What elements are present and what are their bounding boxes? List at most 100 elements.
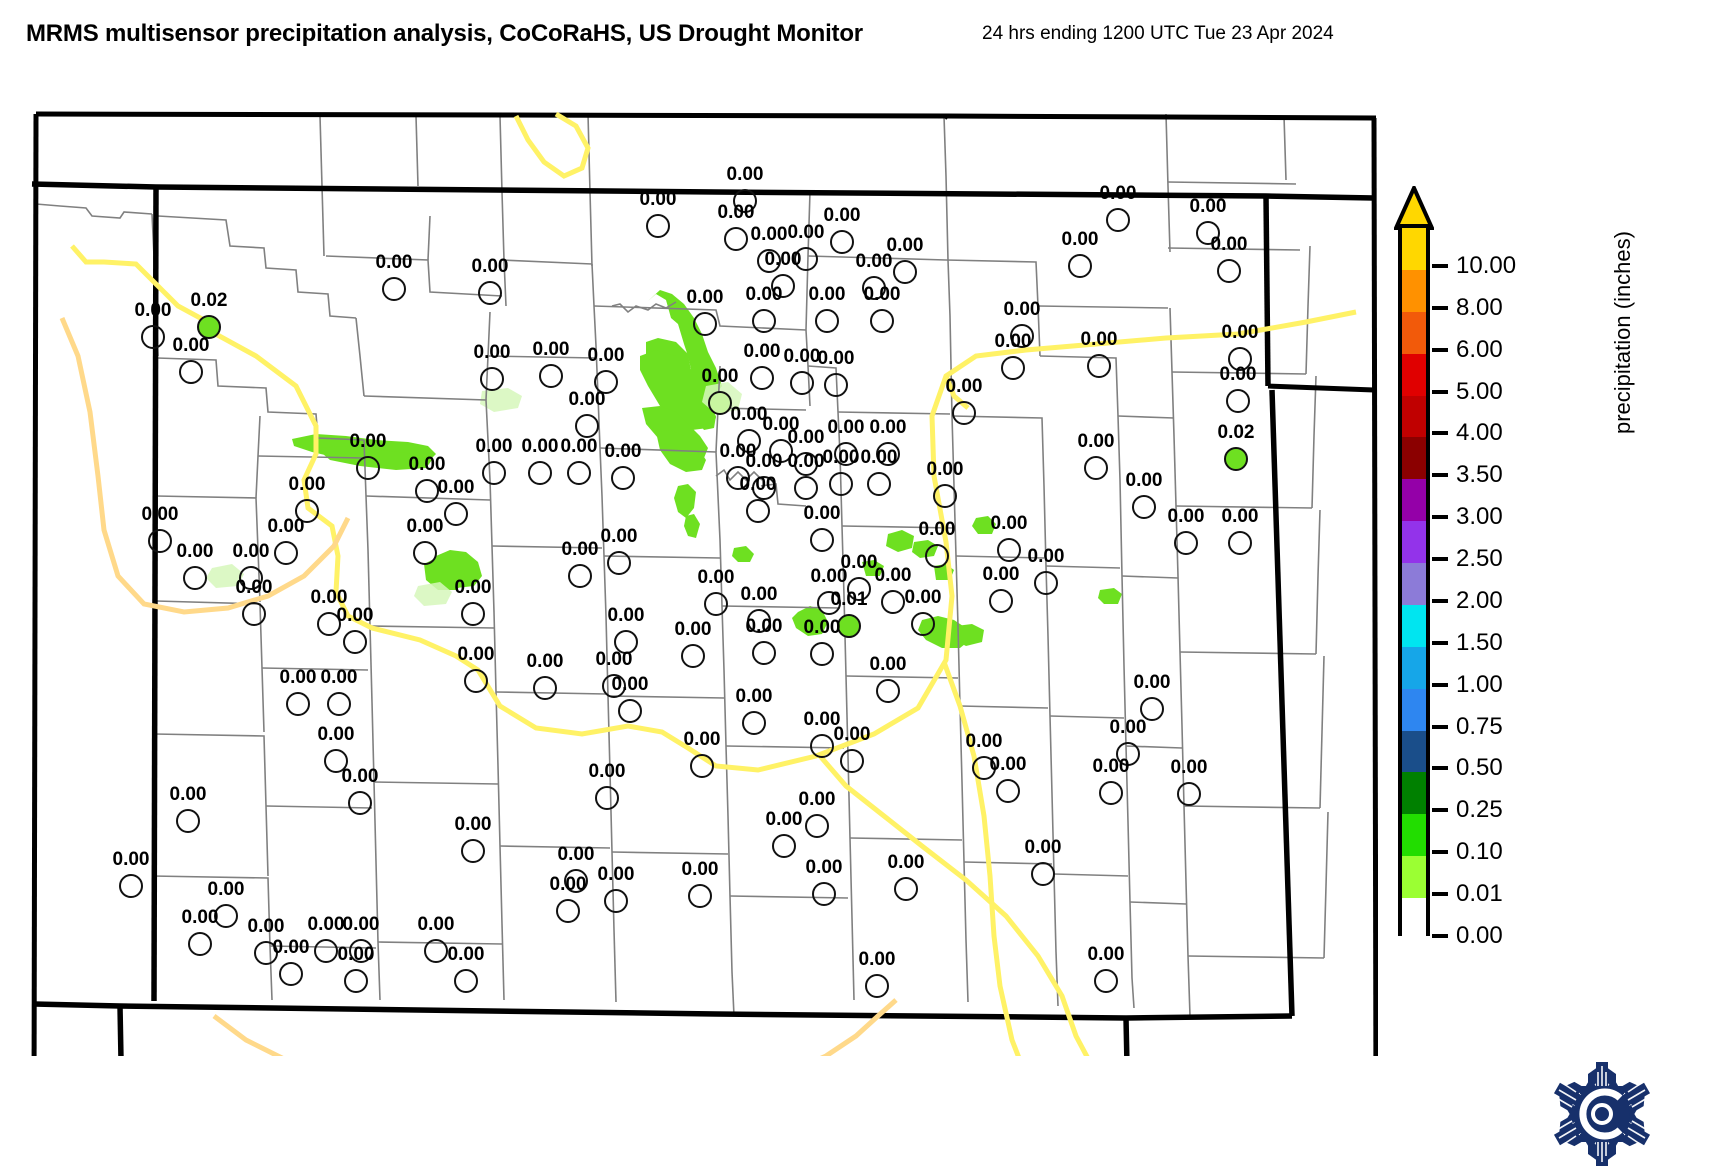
station-circle xyxy=(840,749,864,773)
station-circle xyxy=(279,962,303,986)
colorbar-axis-title: precipitation (inches) xyxy=(1610,231,1635,434)
station-circle xyxy=(295,499,319,523)
station-circle xyxy=(733,189,757,213)
station-value-label: 0.00 xyxy=(787,222,825,243)
station-circle xyxy=(688,884,712,908)
station-circle xyxy=(972,756,996,780)
station-circle xyxy=(556,899,580,923)
station-value-label: 0.00 xyxy=(141,504,179,525)
station-circle xyxy=(681,644,705,668)
station-value-label: 0.02 xyxy=(1217,422,1255,443)
colorbar-tick xyxy=(1432,473,1448,478)
colorbar-label-0-01: 0.01 xyxy=(1456,880,1503,908)
station-circle xyxy=(444,502,468,526)
colorbar-tick xyxy=(1432,557,1448,562)
station-value-label: 0.00 xyxy=(447,944,485,965)
colorbar-tick xyxy=(1432,766,1448,771)
station-value-label: 0.00 xyxy=(803,503,841,524)
colorbar-band-1-00 xyxy=(1402,646,1426,689)
station-value-label: 0.00 xyxy=(288,474,326,495)
map-panel[interactable]: 0.00 0.00 0.00 0.00 0.00 0.00 0.00 0.00 0.00 0.00… xyxy=(16,56,1378,1056)
cocorahs-snowflake-logo xyxy=(1546,1062,1658,1168)
station-circle xyxy=(862,276,886,300)
station-circle xyxy=(747,609,771,633)
station-value-label: 0.00 xyxy=(982,564,1020,585)
station-circle xyxy=(314,939,338,963)
station-value-label: 0.00 xyxy=(247,916,285,937)
station-circle xyxy=(141,325,165,349)
station-circle xyxy=(286,692,310,716)
colorbar-band-3-50 xyxy=(1402,437,1426,480)
station-value-label: 0.00 xyxy=(272,937,310,958)
station-value-label: 0.00 xyxy=(639,189,677,210)
station-circle xyxy=(724,227,748,251)
station-value-label: 0.00 xyxy=(808,284,846,305)
station-circle xyxy=(148,529,172,553)
station-circle xyxy=(478,281,502,305)
station-circle xyxy=(746,499,770,523)
station-value-label: 0.00 xyxy=(1077,431,1115,452)
station-value-label: 0.00 xyxy=(1087,944,1125,965)
station-circle xyxy=(413,541,437,565)
colorbar-tick xyxy=(1432,347,1448,352)
station-circle xyxy=(1226,389,1250,413)
colorbar-label-1-50: 1.50 xyxy=(1456,628,1503,656)
station-value-label: 0.00 xyxy=(1080,329,1118,350)
station-value-label: 0.00 xyxy=(307,914,345,935)
station-value-label: 0.00 xyxy=(406,516,444,537)
station-circle xyxy=(933,484,957,508)
station-circle xyxy=(812,882,836,906)
state-boundaries-layer xyxy=(31,111,1378,1056)
colorbar-label-0-25: 0.25 xyxy=(1456,796,1503,824)
station-circle xyxy=(1177,782,1201,806)
station-circle xyxy=(348,791,372,815)
colorbar-tick xyxy=(1432,682,1448,687)
station-value-label: 0.00 xyxy=(568,389,606,410)
station-circle xyxy=(997,538,1021,562)
station-circle xyxy=(179,360,203,384)
station-circle xyxy=(1094,969,1118,993)
colorbar-band-5-00 xyxy=(1402,353,1426,396)
station-circle xyxy=(482,461,506,485)
station-circle xyxy=(693,312,717,336)
station-circle xyxy=(324,749,348,773)
station-circle xyxy=(1001,356,1025,380)
station-value-label: 0.00 xyxy=(169,784,207,805)
station-circle xyxy=(568,564,592,588)
station-value-label: 0.00 xyxy=(822,447,860,468)
station-value-label: 0.00 xyxy=(588,761,626,782)
station-circle xyxy=(794,476,818,500)
station-value-label: 0.00 xyxy=(267,516,305,537)
station-circle xyxy=(865,974,889,998)
colorbar-band-8-00 xyxy=(1402,269,1426,312)
station-value-label: 0.00 xyxy=(827,417,865,438)
station-value-label: 0.00 xyxy=(611,674,649,695)
station-value-label: 0.00 xyxy=(1167,506,1205,527)
station-circle xyxy=(810,528,834,552)
station-value-label: 0.00 xyxy=(750,224,788,245)
station-circle xyxy=(752,476,776,500)
station-circle xyxy=(704,592,728,616)
station-circle xyxy=(539,364,563,388)
valid-time-label: 24 hrs ending 1200 UTC Tue 23 Apr 2024 xyxy=(982,23,1334,44)
station-circle xyxy=(790,371,814,395)
station-value-label: 0.00 xyxy=(726,164,764,185)
colorbar-tick xyxy=(1432,934,1448,938)
station-circle xyxy=(594,370,618,394)
station-value-label: 0.00 xyxy=(683,729,721,750)
station-circle xyxy=(533,676,557,700)
station-value-label: 0.00 xyxy=(730,404,768,425)
station-circle xyxy=(1217,259,1241,283)
station-circle xyxy=(183,566,207,590)
station-circle xyxy=(829,472,853,496)
station-value-label: 0.00 xyxy=(471,256,509,277)
station-value-label: 0.00 xyxy=(560,436,598,457)
station-value-label: 0.00 xyxy=(521,436,559,457)
colorbar-label-2-00: 2.00 xyxy=(1456,586,1503,614)
station-circle xyxy=(867,472,891,496)
station-value-label: 0.00 xyxy=(112,849,150,870)
colorbar-band-4-00 xyxy=(1402,395,1426,438)
station-value-label: 0.00 xyxy=(745,451,783,472)
colorbar-gradient xyxy=(1398,224,1430,940)
station-circle xyxy=(317,612,341,636)
